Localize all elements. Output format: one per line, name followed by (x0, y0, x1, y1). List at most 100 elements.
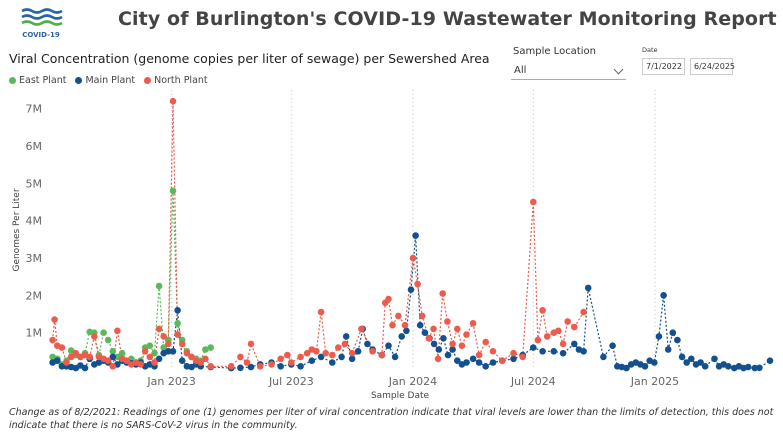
east-plant-point (100, 329, 107, 337)
main-plant-point (364, 340, 371, 348)
main-plant-point (430, 340, 438, 348)
north-plant-point (555, 327, 562, 335)
main-plant-point (81, 364, 89, 372)
legend-marker-east (9, 77, 16, 84)
north-plant-point (169, 97, 177, 105)
main-plant-point (416, 321, 424, 329)
north-plant-point (303, 349, 311, 357)
north-plant-point (571, 323, 578, 331)
north-plant-point (67, 353, 75, 361)
main-plant-point (329, 359, 336, 366)
north-plant-point (482, 338, 490, 346)
north-plant-point (155, 325, 163, 333)
legend-label-east: East Plant (19, 75, 67, 86)
footnote: Change as of 8/2/2021: Readings of one (… (9, 407, 774, 431)
north-plant-point (444, 318, 451, 325)
north-plant-point (564, 318, 571, 325)
x-tick-label: Jan 2023 (146, 375, 195, 388)
north-plant-point (141, 348, 149, 355)
north-plant-point (183, 349, 191, 357)
east-plant-point (160, 344, 167, 351)
north-plant-point (188, 353, 195, 361)
date-start-input[interactable]: 7/1/2022 (642, 58, 685, 75)
north-plant-point (335, 344, 342, 351)
legend-item-east[interactable]: East Plant (9, 75, 66, 86)
sample-location-select[interactable]: All (511, 61, 626, 80)
main-plant-point (539, 348, 546, 355)
north-plant-point (475, 351, 483, 359)
north-plant-point (63, 359, 70, 366)
north-plant-point (51, 316, 58, 323)
x-tick-label: Jan 2025 (630, 375, 679, 388)
main-plant-point (58, 363, 66, 370)
main-plant-point (297, 363, 304, 370)
main-plant-point (641, 363, 649, 370)
main-plant-point (169, 348, 177, 355)
north-plant-point (409, 254, 417, 262)
y-tick-label: 6M (26, 140, 43, 153)
north-plant-point (434, 355, 442, 363)
north-plant-point (559, 340, 567, 348)
main-plant-point (655, 333, 663, 340)
logo-text: COVID-19 (22, 31, 60, 39)
north-plant-point (369, 348, 376, 355)
y-tick-label: 3M (26, 252, 43, 265)
main-plant-point (660, 292, 667, 299)
north-plant-point (449, 340, 456, 348)
north-plant-point (358, 325, 365, 333)
main-plant-point (584, 284, 592, 292)
north-plant-point (454, 325, 461, 333)
main-plant-point (600, 353, 607, 361)
page-title: City of Burlington's COVID-19 Wastewater… (118, 8, 777, 30)
north-plant-point (288, 359, 295, 366)
main-plant-point (678, 353, 686, 361)
date-end-input[interactable]: 6/24/2025 (690, 58, 735, 75)
main-plant-point (277, 363, 285, 370)
main-plant-point (385, 342, 392, 350)
main-plant-point (674, 336, 681, 344)
north-plant-point (489, 348, 497, 355)
north-plant-point (580, 308, 587, 316)
main-plant-point (651, 359, 658, 366)
date-label: Date (642, 46, 658, 54)
north-plant-point (243, 359, 251, 366)
north-plant-point (86, 353, 93, 361)
east-plant-line (52, 190, 211, 366)
covid-19-logo: COVID-19 (21, 8, 63, 39)
east-plant-point (155, 282, 163, 290)
main-plant-point (391, 353, 399, 361)
north-plant-point (389, 321, 396, 329)
north-plant-point (151, 359, 158, 366)
north-plant-point (247, 340, 255, 348)
north-plant-point (385, 295, 392, 303)
north-plant-line (52, 101, 585, 368)
main-plant-point (155, 355, 163, 363)
main-plant-point (559, 349, 567, 357)
east-plant-point (104, 336, 112, 344)
east-plant-point (169, 187, 177, 195)
north-plant-point (401, 321, 409, 329)
main-plant-point (165, 348, 172, 355)
east-plant-point (109, 348, 117, 355)
main-plant-point (338, 353, 345, 361)
main-plant-point (435, 346, 443, 353)
legend-item-main[interactable]: Main Plant (75, 75, 135, 86)
main-plant-point (766, 357, 774, 365)
north-plant-point (469, 320, 477, 327)
main-plant-point (530, 344, 537, 351)
main-plant-point (412, 232, 419, 239)
main-plant-point (348, 355, 356, 363)
legend-label-north: North Plant (154, 75, 208, 86)
north-plant-point (91, 333, 98, 340)
east-plant-point (151, 349, 158, 357)
north-plant-point (539, 307, 546, 314)
main-plant-point (669, 329, 677, 337)
legend-item-north[interactable]: North Plant (144, 75, 208, 86)
main-plant-point (317, 353, 325, 361)
north-plant-point (313, 348, 320, 355)
north-plant-point (534, 336, 542, 344)
main-plant-point (354, 348, 362, 355)
legend-marker-main (75, 77, 83, 84)
north-plant-point (160, 333, 167, 340)
main-plant-point (725, 363, 732, 370)
